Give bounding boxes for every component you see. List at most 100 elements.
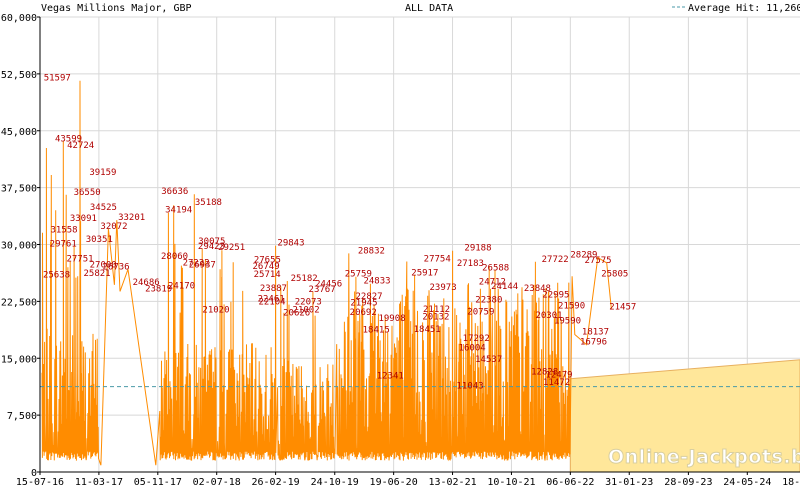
peak-label-0: 33091 [70,214,97,224]
peak-label-36: 29843 [277,239,304,249]
peak-label-78: 18137 [582,327,609,337]
x-tick-label-2: 05-11-17 [134,477,182,488]
peak-label-8: 51597 [44,74,71,84]
peak-label-42: 24456 [315,280,342,290]
peak-label-48: 24833 [363,277,390,287]
x-tick-label-3: 02-07-18 [193,477,241,488]
peak-label-2: 42724 [67,141,94,151]
peak-label-69: 19590 [554,316,581,326]
peak-label-11: 29761 [50,239,77,249]
peak-label-10: 31558 [50,226,77,236]
x-tick-label-4: 26-02-19 [252,477,300,488]
chart-title: Vegas Millions Major, GBP [41,3,192,14]
y-tick-label-2: 15,000 [1,354,37,365]
hit-series-line [41,80,612,466]
peak-label-58: 29188 [464,244,491,254]
peak-label-82: 27575 [585,256,612,266]
peak-label-17: 24686 [133,278,160,288]
x-tick-label-1: 11-03-17 [75,477,123,488]
peak-label-22: 26937 [189,261,216,271]
peak-label-54: 23973 [430,283,457,293]
x-axis-ticks: 15-07-16 11-03-17 05-11-17 02-07-18 26-02-19… [16,472,800,488]
peak-label-43: 21945 [350,299,377,309]
peak-label-5: 27751 [66,255,93,265]
peak-label-76: 11472 [543,378,570,388]
peak-label-71: 22995 [542,291,569,301]
peak-label-56: 18451 [414,325,441,335]
peak-label-16: 26736 [102,262,129,272]
y-tick-label-4: 30,000 [1,241,37,252]
peak-label-27: 29423 [198,242,225,252]
x-tick-label-6: 19-06-20 [370,477,418,488]
peak-label-30: 26749 [253,262,280,272]
x-tick-label-7: 13-02-21 [428,477,476,488]
peak-label-3: 39159 [89,168,116,178]
x-tick-label-9: 06-06-22 [546,477,594,488]
peak-label-45: 18415 [363,325,390,335]
peak-label-65: 11043 [457,381,484,391]
x-tick-label-0: 15-07-16 [16,477,64,488]
y-tick-label-7: 52,500 [1,70,37,81]
peak-label-6: 25821 [83,269,110,279]
x-tick-label-5: 24-10-19 [311,477,359,488]
peak-label-61: 24712 [479,278,506,288]
peak-label-29: 29251 [218,243,245,253]
peak-label-79: 16796 [580,338,607,348]
peak-label-41: 25182 [291,274,318,284]
peak-label-37: 21002 [293,306,320,316]
peak-label-74: 20301 [535,311,562,321]
peak-label-64: 14537 [475,355,502,365]
peak-label-51: 12341 [377,371,404,381]
peak-label-4: 36550 [74,188,101,198]
peak-label-63: 20759 [467,308,494,318]
peak-label-66: 24144 [491,282,518,292]
peak-label-40: 22073 [295,298,322,308]
peak-label-60: 26588 [482,263,509,273]
peak-label-80: 25805 [601,269,628,279]
peak-label-32: 23887 [260,284,287,294]
y-tick-label-5: 37,500 [1,184,37,195]
peak-label-12: 27000 [90,260,117,270]
peak-label-83: 21457 [609,302,636,312]
peak-label-26: 36636 [161,187,188,197]
peak-label-24: 24170 [168,282,195,292]
peak-label-13: 25638 [43,271,70,281]
x-tick-label-13: 18-01-25 [782,477,800,488]
peak-label-21: 28060 [161,252,188,262]
peak-label-55: 21112 [423,305,450,315]
peak-label-38: 20626 [283,309,310,319]
peak-label-62: 22380 [475,295,502,305]
peak-label-59: 27183 [457,259,484,269]
peak-label-67: 17292 [463,334,490,344]
peak-label-15: 32072 [100,222,127,232]
peak-label-77: 12479 [545,370,572,380]
x-tick-label-8: 10-10-21 [487,477,535,488]
peak-label-7: 30351 [86,235,113,245]
peak-label-81: 28289 [570,250,597,260]
peak-label-70: 27722 [542,255,569,265]
peak-label-18: 23819 [145,284,172,294]
peak-label-23: 27222 [183,259,210,269]
peak-label-47: 28832 [358,246,385,256]
peak-label-25: 21020 [202,306,229,316]
peak-label-34: 22104 [258,297,285,307]
peak-label-28: 34194 [165,206,192,216]
peak-label-20: 35188 [195,198,222,208]
x-tick-label-11: 28-09-23 [664,477,712,488]
peak-label-75: 12828 [531,368,558,378]
y-axis-ticks: 0 7,500 15,000 22,500 30,000 37,500 45,000 52,5… [1,13,40,479]
y-tick-label-6: 45,000 [1,127,37,138]
peak-label-14: 33201 [118,213,145,223]
chart-range: ALL DATA [405,3,453,14]
y-tick-label-8: 60,000 [1,13,37,24]
x-tick-label-10: 31-01-23 [605,477,653,488]
peak-label-44: 19908 [378,314,405,324]
legend-average-label: Average Hit: 11,260 [688,3,800,14]
peak-label-73: 23848 [524,284,551,294]
peak-label-57: 20132 [422,312,449,322]
peak-label-50: 20692 [350,308,377,318]
y-tick-label-0: 0 [31,468,37,479]
peak-label-1: 43599 [55,134,82,144]
